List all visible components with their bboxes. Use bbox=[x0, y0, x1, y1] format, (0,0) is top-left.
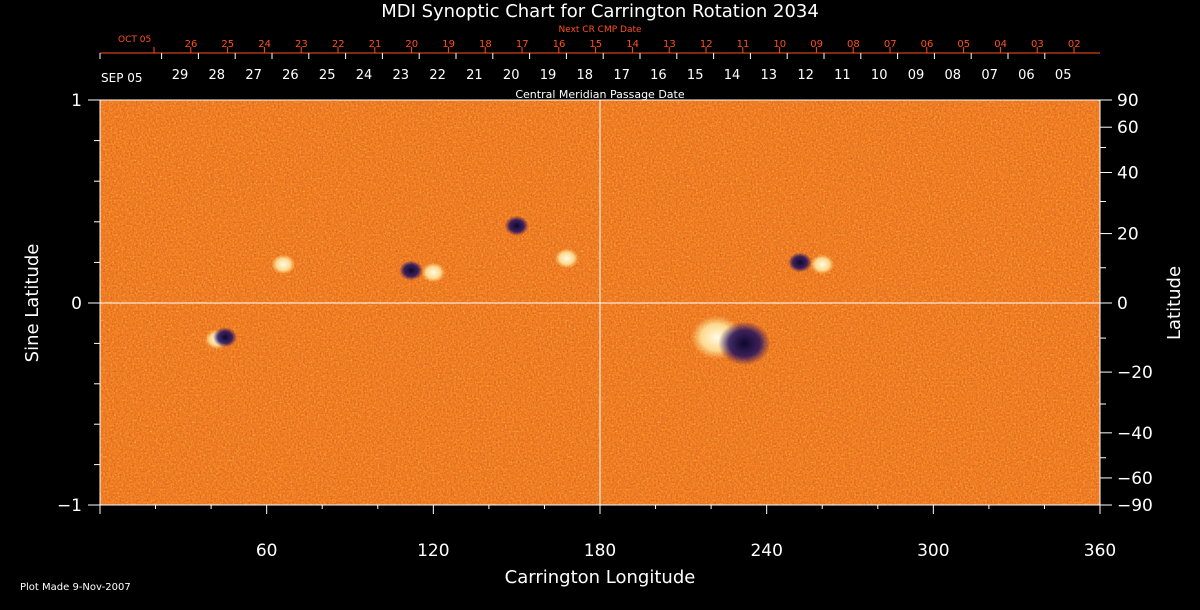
y-left-tick-label: 1 bbox=[71, 91, 82, 111]
y-left-tick-label: 0 bbox=[71, 294, 82, 314]
top-date-label: 26 bbox=[185, 39, 198, 50]
top-date-label: 17 bbox=[516, 39, 529, 50]
top-date-label: 25 bbox=[221, 39, 234, 50]
x-tick-label: 180 bbox=[584, 541, 616, 561]
top-date-label: 02 bbox=[1068, 39, 1081, 50]
top-date-label: 22 bbox=[332, 39, 345, 50]
plot-made-footer: Plot Made 9-Nov-2007 bbox=[20, 582, 131, 593]
top-date-label: 08 bbox=[847, 39, 860, 50]
cmp-date-label: 19 bbox=[540, 68, 557, 83]
cmp-date-label: 11 bbox=[834, 68, 851, 83]
y-right-tick-label: −90 bbox=[1117, 496, 1153, 516]
y-right-tick-label: −40 bbox=[1117, 424, 1153, 444]
active-region-negative bbox=[718, 321, 771, 366]
y-axis-label-right: Latitude bbox=[1164, 266, 1185, 340]
cmp-date-label: 26 bbox=[282, 68, 299, 83]
x-tick-label: 300 bbox=[917, 541, 949, 561]
cmp-date-label: 10 bbox=[871, 68, 888, 83]
cmp-date-label: 09 bbox=[908, 68, 925, 83]
x-tick-label: 60 bbox=[256, 541, 278, 561]
cmp-date-label: 27 bbox=[245, 68, 262, 83]
cmp-date-label: 15 bbox=[687, 68, 704, 83]
top-date-label: 03 bbox=[1031, 39, 1044, 50]
cmp-date-label: 16 bbox=[650, 68, 667, 83]
x-tick-label: 120 bbox=[417, 541, 449, 561]
cmp-date-label: 29 bbox=[172, 68, 189, 83]
top-date-label: 21 bbox=[369, 39, 382, 50]
cmp-date-label: 05 bbox=[1055, 68, 1072, 83]
top-date-label: 15 bbox=[589, 39, 602, 50]
top-date-label: 10 bbox=[773, 39, 786, 50]
top-date-label: 11 bbox=[737, 39, 750, 50]
cmp-date-label: 08 bbox=[945, 68, 962, 83]
top-date-label: 05 bbox=[957, 39, 970, 50]
active-region-negative bbox=[504, 215, 529, 236]
x-axis-label: Carrington Longitude bbox=[505, 567, 696, 588]
top-date-label: 13 bbox=[663, 39, 676, 50]
top-date-label: 23 bbox=[295, 39, 308, 50]
top-date-label: 24 bbox=[258, 39, 271, 50]
top-date-label: 16 bbox=[553, 39, 566, 50]
cmp-date-label: 18 bbox=[577, 68, 594, 83]
active-region-negative bbox=[213, 327, 237, 348]
x-tick-label: 360 bbox=[1084, 541, 1116, 561]
y-right-tick-label: −20 bbox=[1117, 363, 1153, 383]
y-right-tick-label: 40 bbox=[1117, 164, 1139, 184]
top-date-label: 09 bbox=[810, 39, 823, 50]
cmp-date-label: 12 bbox=[797, 68, 814, 83]
bottom-axis-label: Central Meridian Passage Date bbox=[515, 88, 684, 101]
y-axis-label-left: Sine Latitude bbox=[22, 244, 43, 363]
cmp-date-label: 25 bbox=[319, 68, 336, 83]
active-region-negative bbox=[399, 260, 424, 281]
y-right-tick-label: 20 bbox=[1117, 225, 1139, 245]
top-date-label: 04 bbox=[994, 39, 1007, 50]
y-left-tick-label: −1 bbox=[57, 496, 82, 516]
bottom-axis-month: SEP 05 bbox=[101, 71, 143, 85]
cmp-date-label: 17 bbox=[613, 68, 630, 83]
cmp-date-label: 28 bbox=[209, 68, 226, 83]
cmp-date-label: 24 bbox=[356, 68, 373, 83]
chart-title: MDI Synoptic Chart for Carrington Rotati… bbox=[381, 1, 819, 22]
cmp-date-label: 07 bbox=[981, 68, 998, 83]
top-axis-month: OCT 05 bbox=[118, 35, 151, 45]
top-date-label: 18 bbox=[479, 39, 492, 50]
top-date-label: 07 bbox=[884, 39, 897, 50]
cmp-date-label: 21 bbox=[466, 68, 483, 83]
active-region-positive bbox=[810, 254, 835, 275]
cmp-date-label: 20 bbox=[503, 68, 520, 83]
active-region-positive bbox=[554, 248, 579, 269]
top-date-label: 12 bbox=[700, 39, 713, 50]
y-right-tick-label: −60 bbox=[1117, 469, 1153, 489]
top-date-label: 20 bbox=[405, 39, 418, 50]
y-right-tick-label: 60 bbox=[1117, 118, 1139, 138]
active-region-negative bbox=[788, 252, 812, 273]
top-date-label: 14 bbox=[626, 39, 639, 50]
top-date-label: 06 bbox=[921, 39, 934, 50]
active-regions bbox=[204, 215, 835, 366]
cmp-date-label: 23 bbox=[393, 68, 410, 83]
y-right-tick-label: 0 bbox=[1117, 294, 1128, 314]
cmp-date-label: 14 bbox=[724, 68, 741, 83]
axes: 60 120 180 240 300 36010−1906040200−20−40−60−… bbox=[57, 39, 1153, 561]
cmp-date-label: 22 bbox=[429, 68, 446, 83]
y-right-tick-label: 90 bbox=[1117, 91, 1139, 111]
cmp-date-label: 13 bbox=[761, 68, 778, 83]
top-date-label: 19 bbox=[442, 39, 455, 50]
x-tick-label: 240 bbox=[750, 541, 782, 561]
top-axis-label: Next CR CMP Date bbox=[558, 25, 642, 35]
cmp-date-label: 06 bbox=[1018, 68, 1035, 83]
active-region-positive bbox=[271, 254, 296, 275]
active-region-positive bbox=[421, 262, 446, 283]
